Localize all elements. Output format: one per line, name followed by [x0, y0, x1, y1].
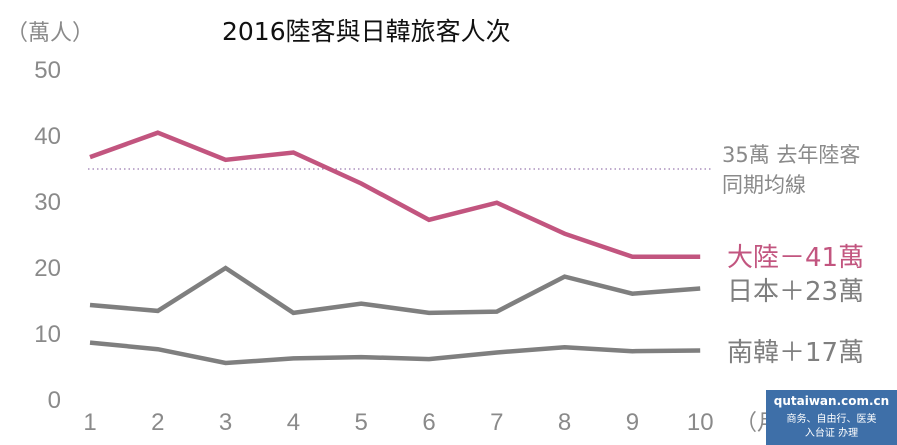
y-tick-label: 10 — [34, 321, 61, 348]
watermark: qutaiwan.com.cn 商务、自由行、医美 入台证 办理 — [766, 390, 897, 445]
series-line-japan — [89, 265, 701, 316]
x-tick-label: 9 — [626, 409, 639, 436]
watermark-line1: 商务、自由行、医美 — [786, 414, 877, 425]
series-label-mainland: 大陸－41萬 — [727, 243, 864, 273]
x-axis-ticks: 1 2 3 4 5 6 7 8 9 10 — [83, 409, 713, 436]
watermark-url: qutaiwan.com.cn — [773, 394, 890, 408]
y-axis-ticks: 0 10 20 30 40 50 — [34, 57, 61, 414]
x-tick-label: 10 — [687, 409, 714, 436]
series-lines — [89, 130, 701, 366]
x-tick-label: 1 — [83, 409, 96, 436]
reference-label-line1: 35萬 去年陸客 — [722, 143, 860, 167]
x-tick-label: 2 — [151, 409, 164, 436]
y-tick-label: 20 — [34, 255, 61, 282]
series-line-mainland — [89, 130, 701, 260]
watermark-line2: 入台证 办理 — [804, 428, 859, 439]
x-tick-label: 4 — [287, 409, 300, 436]
y-tick-label: 50 — [34, 57, 61, 84]
series-label-korea: 南韓＋17萬 — [727, 338, 864, 368]
x-tick-label: 8 — [558, 409, 571, 436]
y-tick-label: 40 — [34, 123, 61, 150]
reference-label-line2: 同期均線 — [722, 173, 806, 197]
y-unit-label: （萬人） — [6, 21, 94, 46]
x-tick-label: 6 — [422, 409, 435, 436]
x-tick-label: 3 — [219, 409, 232, 436]
y-tick-label: 30 — [34, 189, 61, 216]
y-tick-label: 0 — [48, 387, 61, 414]
x-tick-label: 7 — [490, 409, 503, 436]
series-line-korea — [89, 340, 701, 366]
x-tick-label: 5 — [355, 409, 368, 436]
series-label-japan: 日本＋23萬 — [727, 277, 864, 307]
chart-title: 2016陸客與日韓旅客人次 — [222, 17, 511, 46]
